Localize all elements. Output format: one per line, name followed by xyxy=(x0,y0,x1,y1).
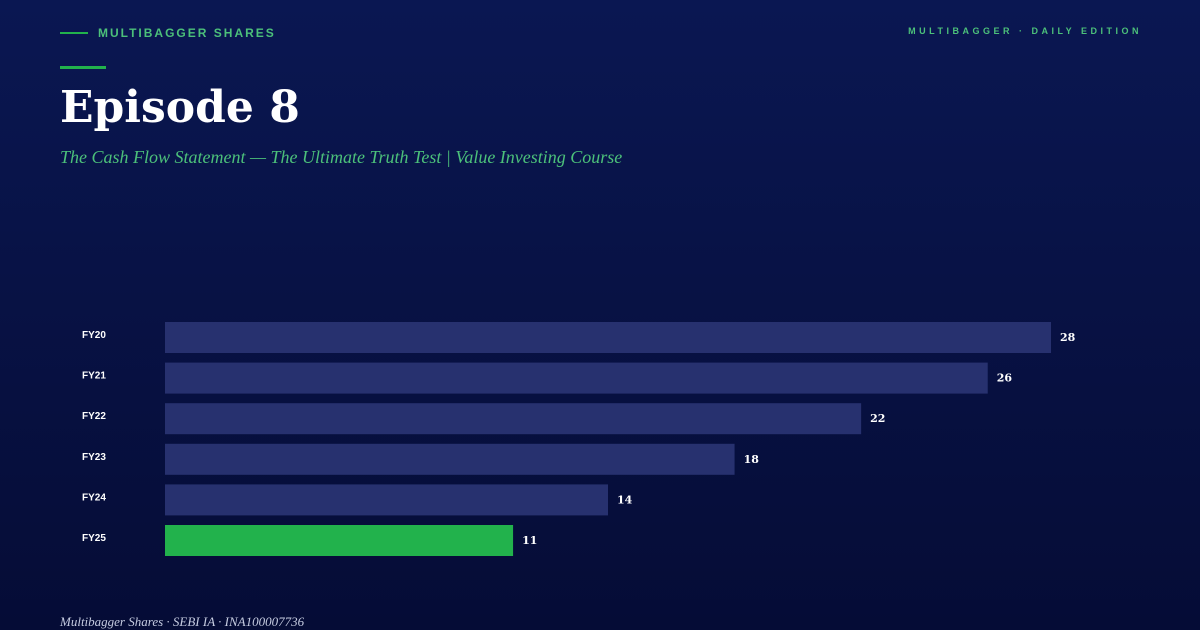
value-label-fy23: 18 xyxy=(744,453,760,466)
page-title: Episode 8 xyxy=(60,82,300,133)
bar-fy20 xyxy=(165,322,1051,353)
brand-name: MULTIBAGGER SHARES xyxy=(98,26,276,40)
footer-credit: Multibagger Shares · SEBI IA · INA100007… xyxy=(60,614,305,629)
category-label-fy23: FY23 xyxy=(82,452,106,463)
value-label-fy20: 28 xyxy=(1060,331,1076,344)
value-label-fy24: 14 xyxy=(617,493,633,506)
category-label-fy25: FY25 xyxy=(82,533,106,544)
value-label-fy22: 22 xyxy=(870,412,885,425)
bar-fy24 xyxy=(165,484,608,516)
bar-fy21 xyxy=(165,362,988,394)
bar-fy23 xyxy=(165,443,735,475)
page-subtitle: The Cash Flow Statement — The Ultimate T… xyxy=(60,147,623,167)
category-label-fy24: FY24 xyxy=(82,492,106,503)
category-label-fy21: FY21 xyxy=(82,371,106,382)
title-accent-bar xyxy=(60,66,106,69)
category-label-fy22: FY22 xyxy=(82,411,106,422)
brand-accent-line xyxy=(60,32,88,34)
brand: MULTIBAGGER SHARES xyxy=(60,26,276,40)
bar-fy22 xyxy=(165,403,862,435)
edition-label: MULTIBAGGER · DAILY EDITION xyxy=(908,26,1142,36)
value-label-fy25: 11 xyxy=(522,534,537,547)
category-label-fy20: FY20 xyxy=(82,330,106,341)
bar-fy25 xyxy=(165,525,514,556)
value-label-fy21: 26 xyxy=(997,372,1013,385)
